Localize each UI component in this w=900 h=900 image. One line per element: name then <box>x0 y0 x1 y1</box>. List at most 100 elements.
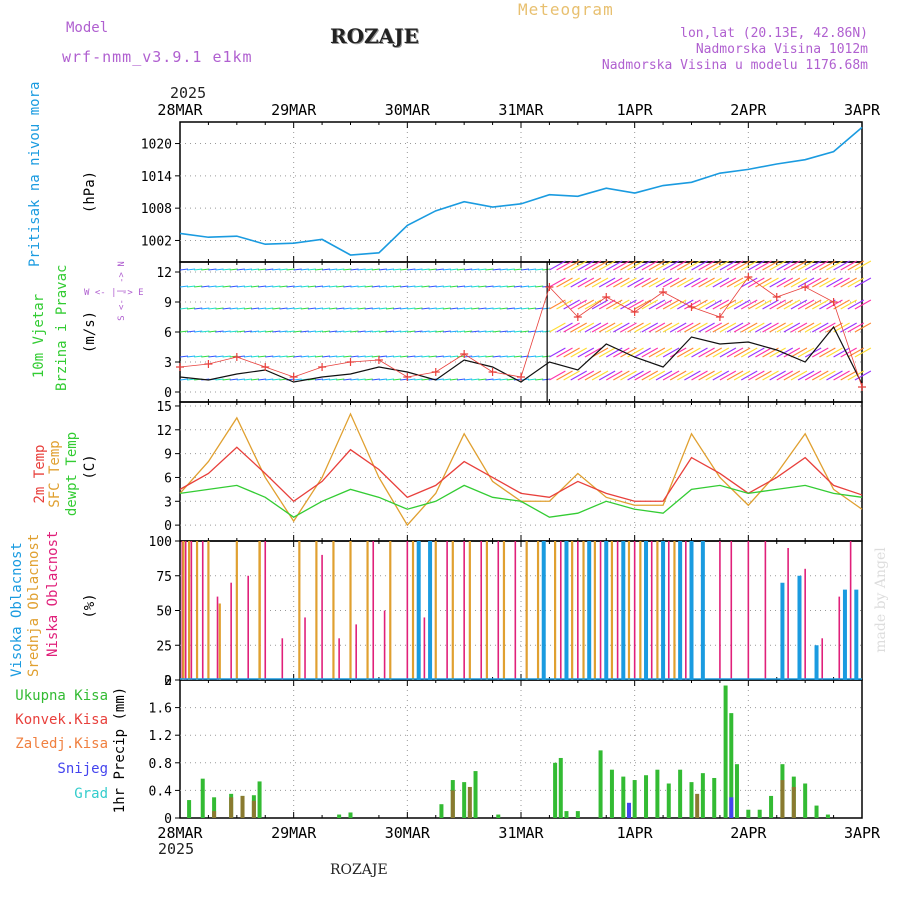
wind-barb <box>194 307 203 310</box>
wind-barb <box>669 322 687 333</box>
wind-barb <box>272 330 281 333</box>
lonlat-label: lon,lat (20.13E, 42.86N) <box>680 26 868 41</box>
precip-legend-frozen: Zaledj.Kisa <box>15 736 108 752</box>
wind-barb <box>485 355 494 358</box>
wind-barb <box>598 347 616 358</box>
wind-barb <box>584 260 602 271</box>
wind-barb <box>506 307 515 310</box>
wind-barb <box>790 322 808 333</box>
wind-barb <box>208 355 217 358</box>
wind-barb <box>464 268 473 271</box>
wind-barb <box>378 285 387 288</box>
wind-barb <box>272 355 281 358</box>
wind-barb <box>513 268 522 271</box>
wind-barb <box>343 355 352 358</box>
model-label: Model <box>66 20 109 36</box>
wind-barb <box>804 277 822 288</box>
wind-barb <box>435 355 444 358</box>
y-tick-label: 1008 <box>141 202 172 217</box>
precip-bar <box>212 811 217 818</box>
wind-barb <box>471 330 480 333</box>
wind-barb <box>691 260 708 271</box>
wind-barb <box>740 322 758 333</box>
y-tick-label: 9 <box>164 296 172 311</box>
wind-barb <box>783 370 801 381</box>
y-tick-label: 0 <box>164 674 172 689</box>
wind-barb <box>726 322 744 333</box>
wind-barb <box>677 322 694 333</box>
wind-barb <box>598 277 616 288</box>
wind-barb <box>733 370 751 381</box>
wind-barb <box>215 355 224 358</box>
wind-barb <box>584 322 602 333</box>
wind-barb <box>229 330 238 333</box>
wind-barb <box>797 370 815 381</box>
wind-barb <box>804 370 822 381</box>
wind-barb <box>712 277 730 288</box>
wind-barb <box>684 370 701 381</box>
wind-barb <box>194 268 203 271</box>
wind-barb <box>563 277 580 288</box>
wind-barb <box>322 268 331 271</box>
wind-barb <box>329 307 338 310</box>
wind-barb <box>350 268 359 271</box>
wind-barb <box>428 355 437 358</box>
wind-barb <box>840 347 857 358</box>
wind-barb <box>698 260 715 271</box>
precip-bar <box>558 757 563 818</box>
wind-barb <box>563 370 580 381</box>
wind-barb <box>847 322 865 333</box>
wind-barb <box>776 299 794 310</box>
wind-barb <box>322 378 331 381</box>
y-tick-label: 50 <box>156 605 172 620</box>
wind-barb <box>712 347 730 358</box>
wind-barb <box>591 370 609 381</box>
precip-bar <box>473 771 478 818</box>
wind-barb <box>506 285 515 288</box>
wind-barb <box>854 322 872 333</box>
wind-barb <box>705 347 722 358</box>
wind-barb <box>854 260 872 271</box>
wind-barb <box>414 330 423 333</box>
x-label-bottom: 29MAR <box>271 824 317 842</box>
wind-barb <box>528 285 537 288</box>
wind-barb <box>528 378 537 381</box>
elevation-label: Nadmorska Visina 1012m <box>695 42 868 57</box>
precip-bar <box>462 782 467 818</box>
wind-barb <box>492 268 501 271</box>
wind-barb <box>385 330 395 333</box>
wind-barb <box>407 355 416 358</box>
wind-barb <box>378 355 387 358</box>
wind-barb <box>336 330 345 333</box>
wind-barb <box>314 285 324 288</box>
wind-barb <box>243 307 253 310</box>
wind-barb <box>591 322 609 333</box>
precip-bar <box>212 797 217 818</box>
wind-barb <box>513 285 522 288</box>
wind-barb <box>229 268 238 271</box>
wind-barb <box>236 307 245 310</box>
wind-barb <box>691 277 708 288</box>
wind-barb <box>520 285 530 288</box>
wind-barb <box>620 299 637 310</box>
wind-barb <box>769 277 786 288</box>
wind-barb <box>833 347 850 358</box>
wind-barb <box>833 322 850 333</box>
precip-bar <box>734 764 739 818</box>
wind-barb <box>535 330 544 333</box>
wind-barb <box>471 307 480 310</box>
wind-barb <box>456 307 466 310</box>
wind-barb <box>499 378 508 381</box>
wind-barb <box>279 268 288 271</box>
wind-barb <box>393 378 402 381</box>
wind-barb <box>783 322 801 333</box>
wind-barb <box>279 355 288 358</box>
wind-barb <box>684 260 701 271</box>
wind-barb <box>385 307 395 310</box>
wind-barb <box>499 330 508 333</box>
precip-bar <box>695 793 700 818</box>
x-label-top: 3APR <box>844 101 881 119</box>
wind-barb <box>258 307 267 310</box>
wind-barb <box>201 285 210 288</box>
x-label-top: 30MAR <box>385 101 431 119</box>
